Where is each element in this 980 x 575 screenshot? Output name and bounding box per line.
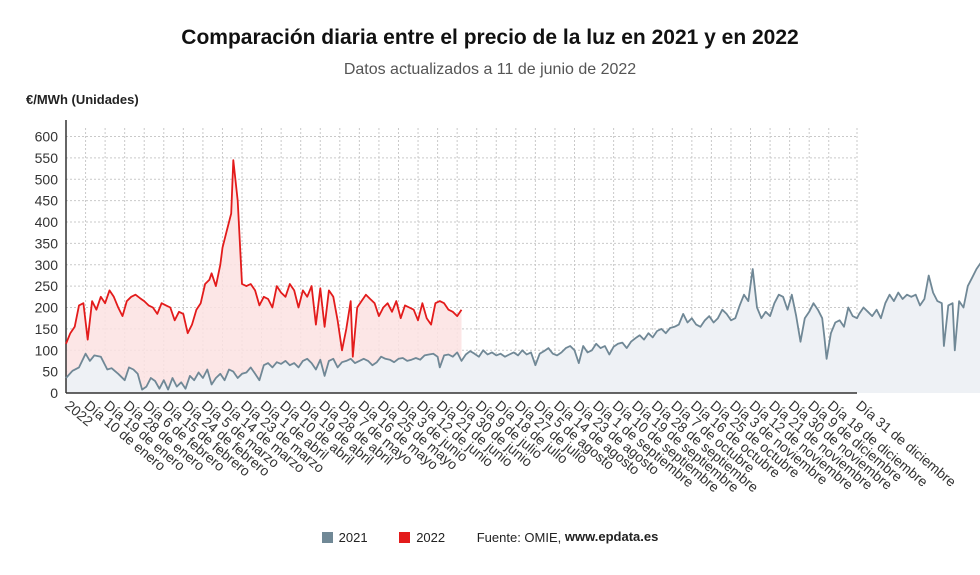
y-tick-label: 150 (35, 321, 59, 337)
y-tick-label: 100 (35, 342, 59, 358)
legend-swatch-2021 (321, 531, 333, 543)
y-tick-label: 400 (35, 214, 59, 230)
legend: 2021 2022 Fuente: OMIE, www.epdata.es (0, 528, 980, 545)
y-tick-label: 50 (42, 364, 58, 380)
legend-swatch-2022 (399, 531, 411, 543)
y-tick-labels: 0 50 100 150 200 250 300 350 400 450 500 550 600 (35, 129, 59, 401)
y-tick-label: 200 (35, 300, 59, 316)
y-axis-label: €/MWh (Unidades) (26, 92, 139, 107)
legend-label-2021: 2021 (338, 529, 368, 545)
legend-item-2021[interactable]: 2021 (321, 529, 368, 545)
y-tick-label: 0 (50, 385, 58, 401)
y-tick-label: 350 (35, 235, 59, 251)
chart-subtitle: Datos actualizados a 11 de junio de 2022 (343, 61, 637, 78)
y-tick-label: 450 (35, 193, 59, 209)
legend-label-2022: 2022 (416, 529, 446, 545)
chart-title: Comparación diaria entre el precio de la… (181, 26, 799, 49)
y-tick-label: 600 (35, 129, 59, 145)
series-lines (65, 159, 980, 391)
axes (65, 120, 857, 394)
source-text: Fuente: OMIE, www.epdata.es (477, 529, 659, 545)
y-tick-label: 300 (35, 257, 59, 273)
series-areas (66, 160, 980, 393)
y-tick-label: 250 (35, 278, 59, 294)
series-line-2021 (65, 262, 980, 391)
area-2021 (66, 263, 980, 393)
source-site: www.epdata.es (564, 528, 659, 544)
y-tick-label: 500 (35, 171, 59, 187)
y-tick-label: 550 (35, 150, 59, 166)
legend-item-2022[interactable]: 2022 (399, 529, 445, 545)
source-prefix: Fuente: OMIE, (476, 529, 562, 545)
area-2022 (66, 160, 462, 393)
series-line-2022 (65, 159, 463, 358)
